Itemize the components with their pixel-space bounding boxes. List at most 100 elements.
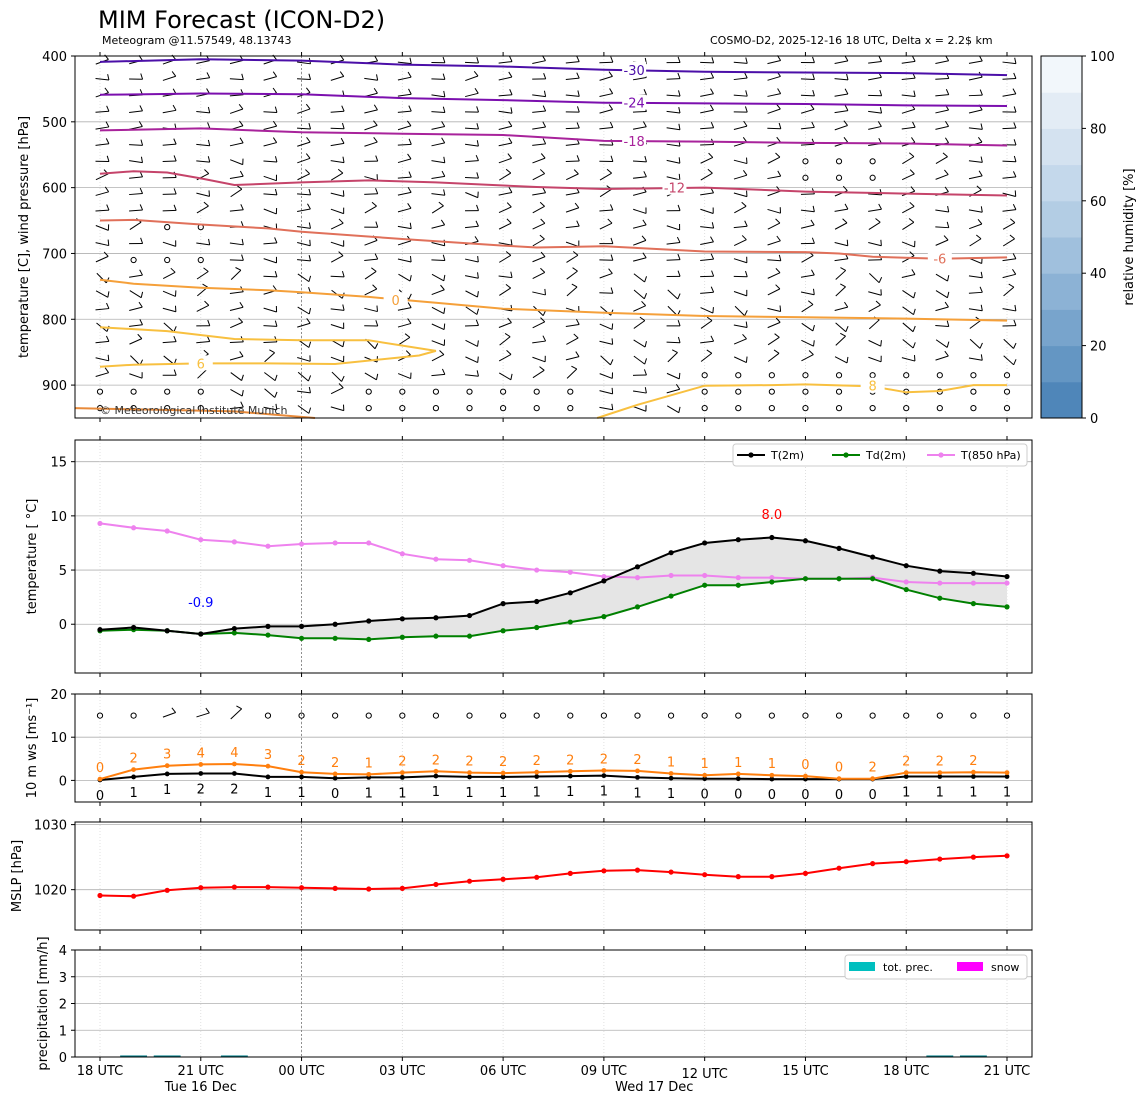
calm-circle	[735, 388, 742, 395]
wind-barb	[633, 219, 647, 229]
colorbar-tick-label: 60	[1090, 195, 1107, 210]
barb-staff	[1002, 258, 1016, 262]
barb-staff	[464, 374, 479, 377]
barb-staff	[835, 286, 846, 297]
wind-barb	[565, 90, 580, 97]
barb-staff	[532, 60, 546, 65]
calm-circle	[802, 388, 809, 395]
barb-flag	[810, 104, 815, 110]
wind-series-point	[534, 774, 540, 779]
barb-staff	[297, 173, 310, 181]
barb-flag	[542, 138, 547, 145]
barb-staff	[801, 322, 814, 332]
barb-staff	[666, 143, 681, 147]
barb-staff	[532, 143, 546, 146]
barb-staff	[767, 240, 781, 246]
barb-flag	[944, 186, 949, 193]
barb-staff	[229, 406, 244, 410]
wind-barb	[431, 121, 446, 130]
barb-staff	[431, 323, 445, 331]
barb-staff	[162, 290, 176, 297]
wind-barb	[935, 88, 950, 97]
wind-barb	[498, 317, 512, 328]
barb-staff	[431, 94, 445, 98]
wind-barb	[330, 218, 344, 230]
barb-flag	[913, 292, 916, 299]
barb-staff	[834, 222, 848, 230]
calm-circle	[869, 158, 876, 165]
barb-flag	[610, 237, 614, 244]
barb-staff	[700, 291, 714, 294]
wind-barb	[330, 105, 345, 113]
wind-barb	[1003, 355, 1017, 366]
barb-flag	[707, 168, 713, 174]
barb-flag	[438, 201, 444, 207]
barb-staff	[733, 94, 748, 97]
barb-flag	[171, 707, 177, 713]
barb-flag	[173, 188, 177, 195]
barb-staff	[197, 368, 208, 379]
series-point	[870, 576, 876, 582]
calm-circle	[701, 712, 708, 719]
barb-staff	[901, 108, 915, 114]
wind-barb	[498, 153, 512, 164]
series-point	[130, 525, 137, 531]
barb-flag	[441, 170, 446, 177]
barb-staff	[397, 258, 412, 263]
series-point	[668, 593, 674, 599]
barb-staff	[734, 205, 747, 214]
series-point	[970, 580, 977, 586]
barb-flag	[441, 137, 446, 144]
barb-staff	[263, 175, 277, 182]
barb-flag	[106, 155, 110, 162]
barb-flag	[540, 251, 546, 257]
wind-barb	[95, 186, 110, 196]
barb-flag	[947, 275, 950, 282]
barb-flag	[980, 354, 983, 361]
wind-barb	[532, 251, 546, 263]
legend-label: T(850 hPa)	[960, 449, 1021, 462]
wind-series-point	[500, 770, 506, 776]
wind-barb	[734, 305, 748, 317]
barb-flag	[373, 120, 378, 126]
wind-barb	[835, 322, 849, 333]
wind-barb	[95, 290, 110, 298]
barb-flag	[107, 239, 110, 246]
barb-flag	[944, 137, 950, 144]
barb-staff	[297, 371, 309, 382]
barb-flag	[372, 284, 378, 290]
barb-staff	[532, 340, 546, 344]
calm-circle	[835, 388, 843, 395]
wind-barb	[700, 286, 715, 294]
wind-barb	[767, 170, 782, 180]
barb-staff	[800, 143, 815, 146]
y-tick-label: 0	[59, 618, 67, 633]
barb-flag	[946, 291, 950, 298]
series-line	[99, 536, 1008, 636]
barb-flag	[1013, 359, 1017, 366]
barb-flag	[811, 121, 815, 128]
calm-circle	[835, 372, 843, 379]
wind-barb	[431, 368, 446, 377]
mslp-point	[198, 885, 204, 891]
wind-barb	[263, 156, 278, 163]
barb-staff	[464, 143, 479, 147]
barb-flag	[238, 317, 243, 323]
barb-staff	[196, 160, 210, 163]
wind-series-point	[399, 774, 405, 780]
wind-barb	[767, 103, 781, 114]
barb-flag	[140, 291, 144, 298]
barb-staff	[1002, 160, 1017, 163]
wind-barb	[364, 372, 379, 381]
barb-flag	[911, 55, 916, 62]
barb-staff	[364, 239, 378, 246]
wind-barb	[498, 107, 513, 114]
barb-flag	[205, 707, 210, 714]
series-point	[198, 631, 204, 637]
wind-barb	[297, 169, 310, 181]
wind-barb	[666, 173, 681, 181]
barb-flag	[1010, 218, 1016, 224]
calm-circle	[768, 372, 775, 379]
barb-staff	[129, 144, 143, 146]
barb-staff	[969, 338, 981, 349]
